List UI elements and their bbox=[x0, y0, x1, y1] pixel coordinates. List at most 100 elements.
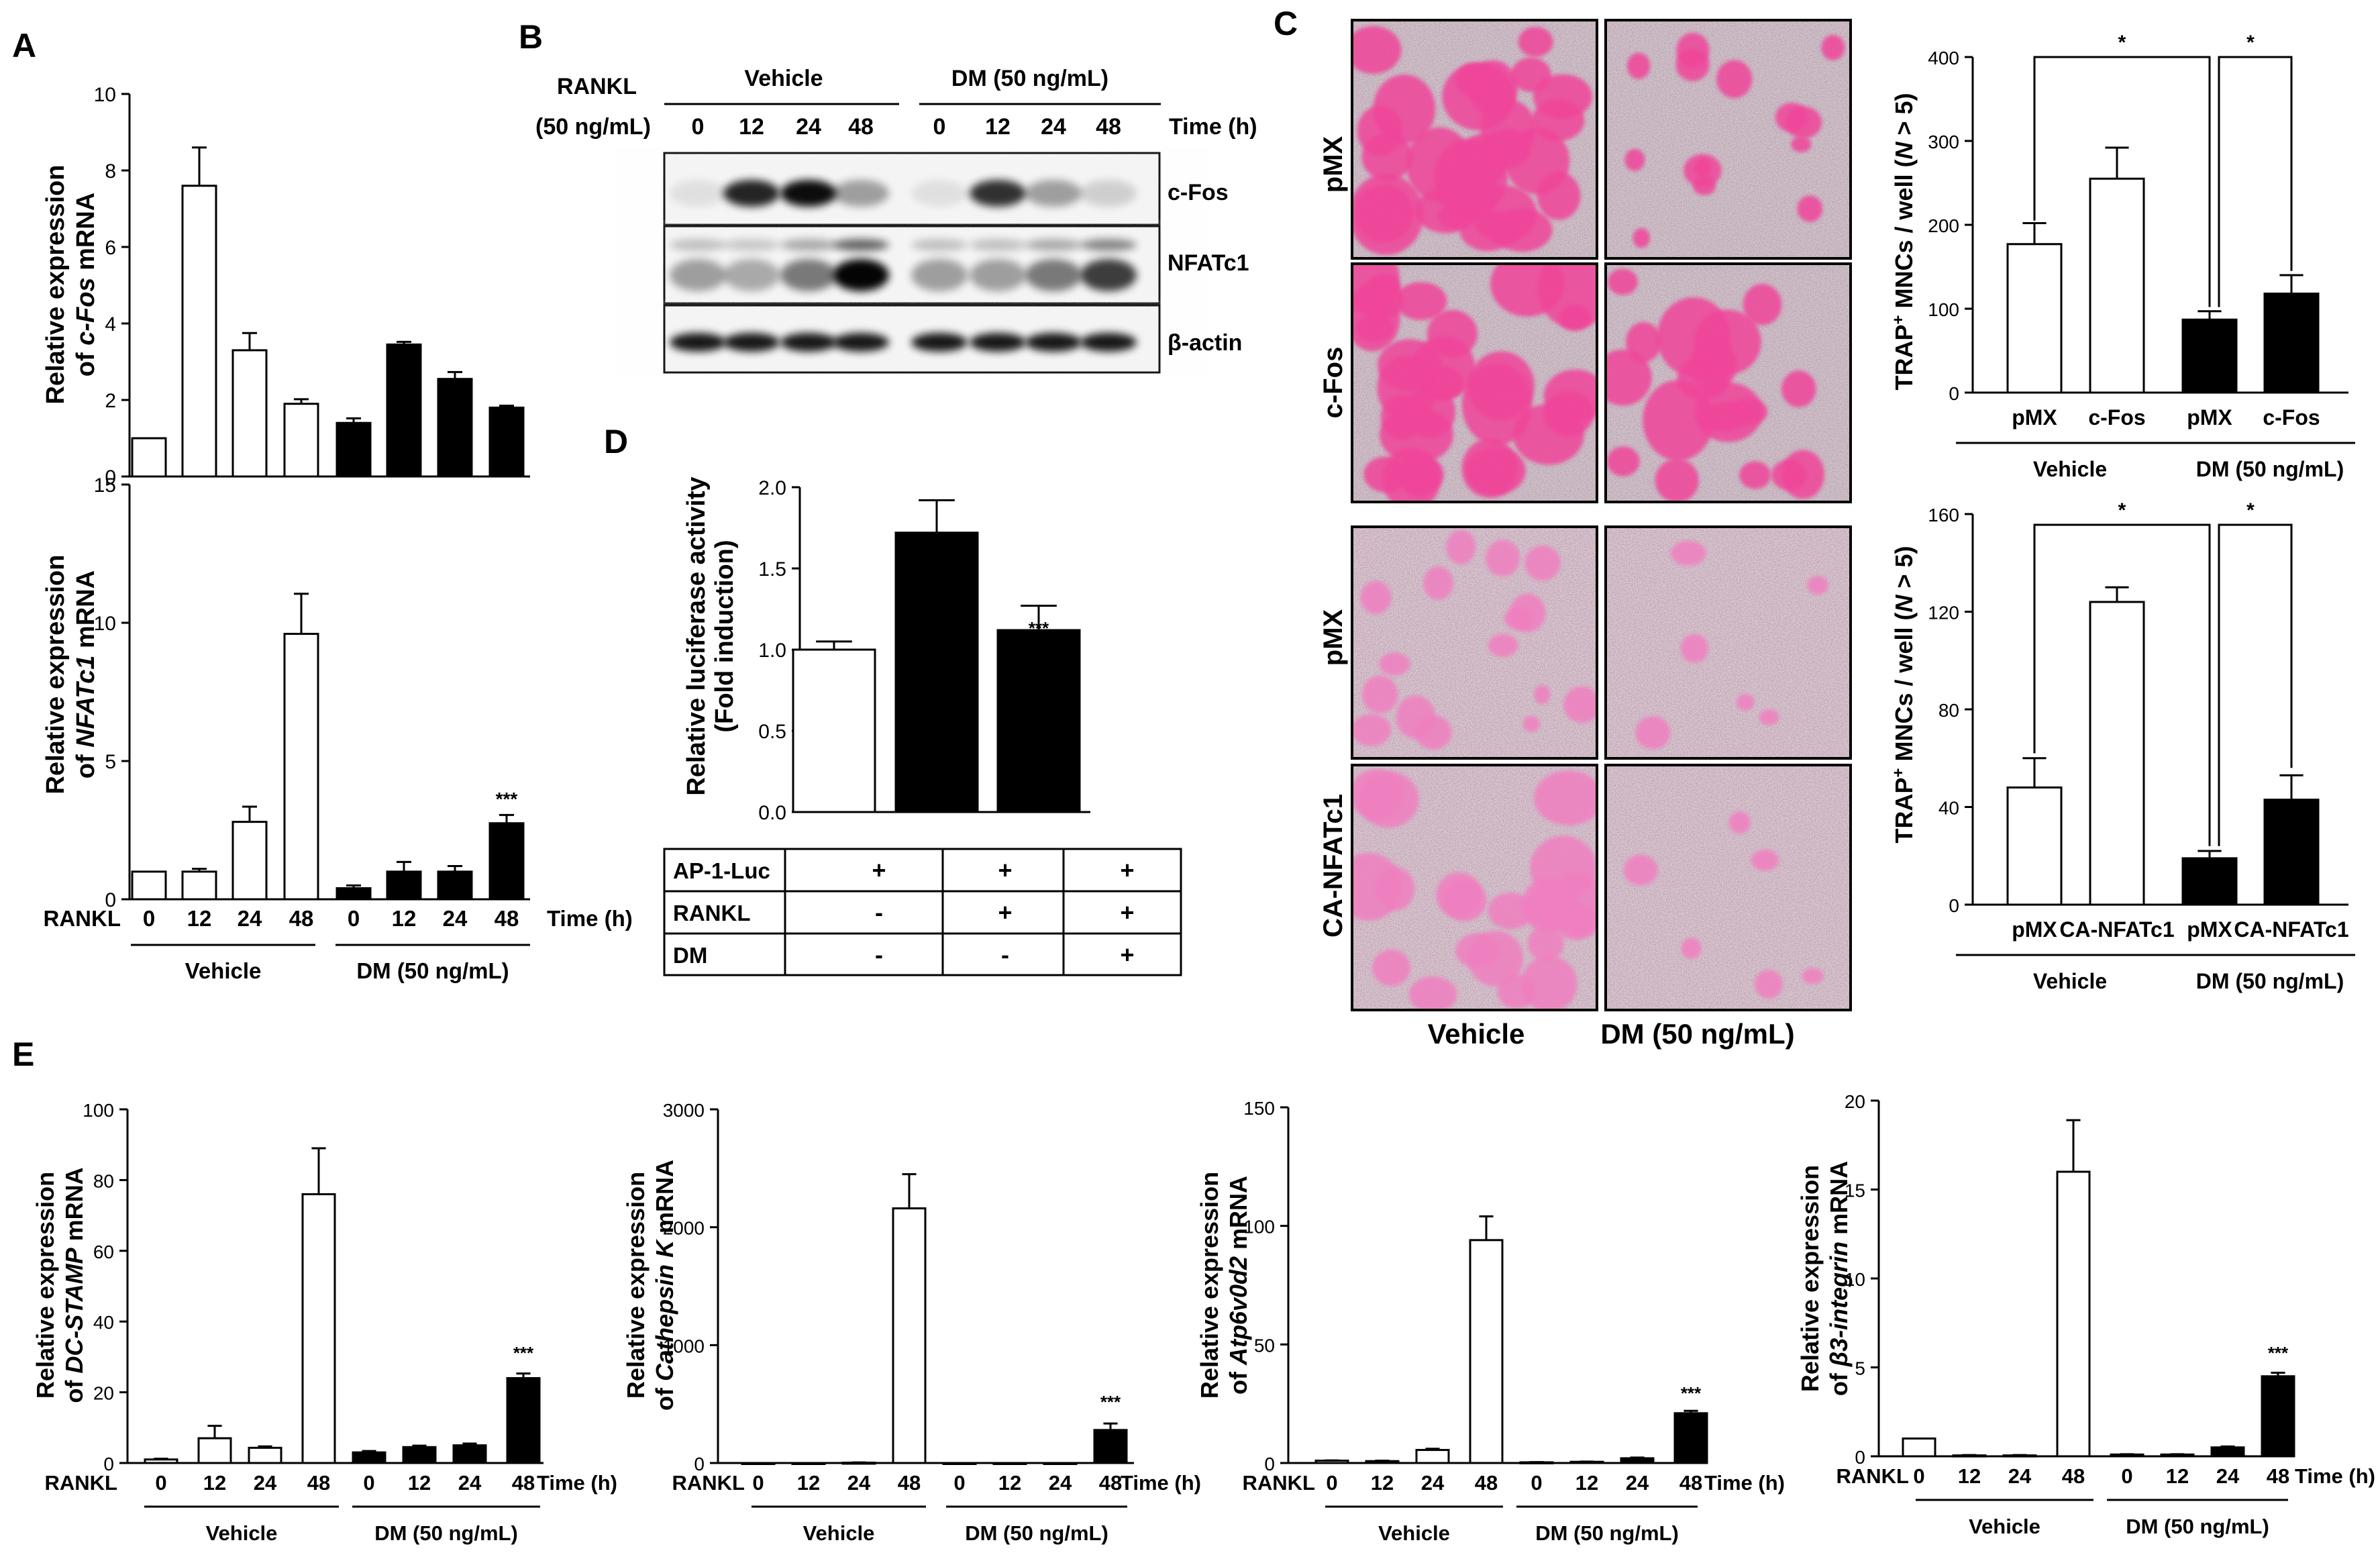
x-category-label: c-Fos bbox=[2263, 405, 2320, 430]
osteoclast-cell bbox=[1736, 693, 1755, 711]
band-label-nfatc1: NFATc1 bbox=[1168, 250, 1249, 276]
bar bbox=[488, 822, 525, 901]
significance-stars: *** bbox=[1029, 618, 1049, 638]
bar bbox=[2210, 1446, 2245, 1458]
significance-bracket bbox=[2033, 523, 2211, 846]
lane-time-label: 12 bbox=[739, 114, 764, 140]
osteoclast-cell bbox=[1624, 148, 1645, 171]
y-axis-label-line2: (Fold induction) bbox=[711, 540, 739, 732]
cfos-band bbox=[780, 180, 837, 207]
time-tick-label: 48 bbox=[289, 906, 314, 931]
table-cell: + bbox=[998, 856, 1012, 884]
significance-bracket bbox=[2218, 56, 2293, 307]
bar bbox=[437, 870, 473, 901]
osteoclast-cell bbox=[1533, 770, 1597, 826]
y-tick-label: 2000 bbox=[663, 1218, 705, 1239]
osteoclast-cell bbox=[1484, 129, 1531, 168]
osteoclast-cell bbox=[1361, 133, 1413, 181]
bar bbox=[2181, 318, 2238, 394]
bar bbox=[335, 887, 372, 901]
y-tick-label: 50 bbox=[1254, 1335, 1275, 1356]
y-axis-label-line1: Relative expression bbox=[1196, 1172, 1223, 1399]
significance-stars: *** bbox=[513, 1343, 534, 1363]
rankl-row-label: RANKL bbox=[1243, 1471, 1316, 1495]
x-category-label: CA-NFATc1 bbox=[2059, 917, 2174, 942]
x-category-label: c-Fos bbox=[2088, 405, 2145, 430]
panel-letter-c: C bbox=[1274, 5, 1298, 42]
bar bbox=[301, 1193, 336, 1464]
y-tick-label: 0.5 bbox=[758, 721, 786, 743]
time-tick-label: 12 bbox=[797, 1471, 820, 1495]
time-tick-label: 48 bbox=[495, 906, 519, 931]
x-category-label: pMX bbox=[2187, 917, 2232, 942]
osteoclast-cell bbox=[1643, 380, 1714, 461]
nfatc1-band bbox=[970, 259, 1026, 291]
c-bottom-chart: TRAP+ MNCs / well (N > 5) 0 40 80 120 160 pMX… bbox=[1890, 499, 2355, 993]
micrograph-border bbox=[1351, 19, 1598, 260]
time-tick-label: 12 bbox=[1958, 1464, 1981, 1488]
y-tick-label: 0 bbox=[694, 1454, 705, 1474]
nfatc1-upper-band bbox=[833, 239, 889, 251]
osteoclast-cell bbox=[1537, 172, 1581, 220]
bar bbox=[2006, 243, 2063, 394]
bar bbox=[506, 1377, 541, 1464]
time-tick-label: 0 bbox=[1326, 1471, 1337, 1495]
nfatc1-band bbox=[1080, 259, 1137, 291]
y-axis-label-line2: of DC-STAMP mRNA bbox=[60, 1167, 88, 1403]
x-category-label: CA-NFATc1 bbox=[2234, 917, 2348, 942]
osteoclast-cell bbox=[1626, 321, 1661, 362]
osteoclast-cell bbox=[1775, 102, 1808, 132]
bar bbox=[1952, 1454, 1987, 1458]
bar-chart-trap-cfos: 0 100 200 300 400 pMX c-Fos pMX c-Fos Vehicle DM (… bbox=[1928, 32, 2355, 481]
micrograph-grid bbox=[1351, 19, 1852, 1011]
dm-group-label: DM (50 ng/mL) bbox=[374, 1521, 518, 1545]
micrograph-border bbox=[1604, 764, 1852, 1011]
nfatc1-upper-band bbox=[670, 239, 726, 251]
vehicle-group-label: Vehicle bbox=[206, 1521, 278, 1545]
vehicle-group-label: Vehicle bbox=[2033, 969, 2107, 993]
osteoclast-cell bbox=[1537, 264, 1597, 329]
row-label-ca-nfatc1: CA-NFATc1 bbox=[1318, 794, 1348, 938]
micrograph bbox=[1352, 765, 1597, 1010]
osteoclast-cell bbox=[1791, 136, 1812, 153]
panel-letter-b: B bbox=[519, 18, 543, 56]
actin-band bbox=[833, 333, 889, 352]
time-tick-label: 24 bbox=[2216, 1464, 2240, 1488]
time-tick-label: 12 bbox=[2166, 1464, 2189, 1488]
y-tick-label: 3000 bbox=[663, 1100, 705, 1121]
micrograph-border bbox=[1351, 764, 1598, 1011]
y-tick-label: 0.0 bbox=[758, 802, 786, 824]
osteoclast-cell bbox=[1728, 811, 1751, 834]
c-top-chart: TRAP+ MNCs / well (N > 5) 0 100 200 300 400 p… bbox=[1890, 32, 2355, 481]
panel-b-western-blot: RANKL (50 ng/mL) Vehicle DM (50 ng/mL) 0… bbox=[535, 66, 1257, 374]
significance-star: * bbox=[2246, 499, 2255, 521]
bar bbox=[792, 648, 876, 813]
actin-band bbox=[911, 333, 968, 352]
bar bbox=[1569, 1460, 1604, 1464]
osteoclast-cell bbox=[1623, 854, 1658, 886]
osteoclast-cell bbox=[1395, 282, 1447, 321]
time-tick-label: 0 bbox=[1531, 1471, 1542, 1495]
time-tick-label: 24 bbox=[443, 906, 468, 931]
y-axis-label-line2: of Atp6v0d2 mRNA bbox=[1225, 1176, 1252, 1395]
vehicle-group-label: Vehicle bbox=[185, 958, 262, 983]
bar bbox=[283, 632, 319, 901]
table-row-label: DM bbox=[673, 943, 707, 968]
table-cell: + bbox=[1120, 899, 1134, 926]
bar bbox=[1043, 1462, 1078, 1465]
blot-strips bbox=[663, 152, 1161, 374]
time-tick-label: 48 bbox=[1679, 1471, 1702, 1495]
micrograph bbox=[1606, 20, 1851, 258]
y-tick-label: 100 bbox=[1928, 299, 1959, 320]
time-tick-label: 12 bbox=[408, 1471, 431, 1495]
osteoclast-cell bbox=[1510, 593, 1546, 633]
osteoclast-cell bbox=[1716, 60, 1753, 99]
osteoclast-cell bbox=[1511, 57, 1551, 93]
osteoclast-cell bbox=[1423, 566, 1453, 600]
osteoclast-cell bbox=[1781, 370, 1816, 407]
nfatc1-band bbox=[911, 259, 968, 291]
y-tick-label: 10 bbox=[94, 613, 116, 635]
